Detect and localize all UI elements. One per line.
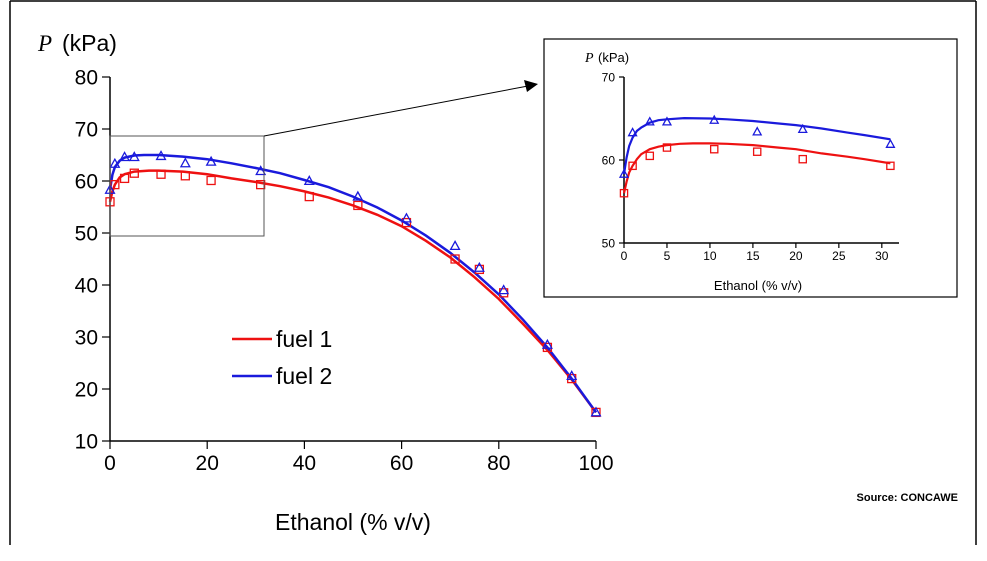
inset-tick-labels: 50 60 70 0 5 10 15 20 25 30 bbox=[602, 70, 889, 263]
main-marker-series-2 bbox=[449, 240, 461, 251]
inset-markers bbox=[618, 114, 896, 198]
inset-y-tick-label: 70 bbox=[602, 70, 616, 84]
inset-x-tick-label: 25 bbox=[832, 249, 846, 263]
main-marker-series-1 bbox=[353, 200, 363, 211]
main-marker-series-1 bbox=[401, 217, 412, 228]
inset-x-tick-label: 0 bbox=[621, 249, 628, 263]
main-marker-series-2 bbox=[303, 175, 315, 186]
main-marker-series-1 bbox=[206, 175, 216, 186]
inset-marker-series-1 bbox=[886, 161, 895, 171]
main-x-tick-label: 20 bbox=[196, 452, 219, 475]
main-marker-series-2 bbox=[590, 406, 602, 417]
zoom-arrow-head bbox=[524, 80, 538, 92]
inset-fit-curves bbox=[622, 116, 891, 194]
main-marker-series-2 bbox=[119, 151, 131, 162]
main-x-tick-label: 40 bbox=[293, 452, 316, 475]
inset-y-tick-label: 60 bbox=[602, 153, 616, 167]
inset-marker-series-2 bbox=[661, 116, 673, 126]
main-marker-series-2 bbox=[155, 150, 167, 161]
inset-x-tick-label: 15 bbox=[746, 249, 760, 263]
inset-marker-series-2 bbox=[709, 114, 720, 124]
main-marker-series-2 bbox=[541, 338, 553, 349]
main-marker-series-1 bbox=[180, 171, 190, 181]
zoom-arrow-line bbox=[263, 85, 529, 137]
inset-marker-series-2 bbox=[618, 168, 630, 178]
inset-marker-series-1 bbox=[628, 161, 637, 171]
main-marker-series-2 bbox=[109, 157, 121, 168]
main-ylabel-symbol: P bbox=[37, 31, 52, 56]
main-marker-series-2 bbox=[352, 190, 364, 201]
inset-x-tick-label: 30 bbox=[875, 249, 889, 263]
inset-marker-series-1 bbox=[662, 143, 672, 152]
main-marker-series-2 bbox=[473, 261, 485, 272]
legend: fuel 1 fuel 2 bbox=[232, 326, 332, 389]
main-curve-series-2 bbox=[108, 153, 598, 414]
inset-xlabel: Ethanol (% v/v) bbox=[714, 278, 802, 293]
inset-ylabel-unit: (kPa) bbox=[598, 50, 629, 65]
legend-label-fuel-2: fuel 2 bbox=[276, 363, 332, 389]
main-marker-series-1 bbox=[450, 254, 460, 264]
main-chart: P (kPa) 10 20 30 40 50 60 70 80 0 20 40 60 80 100 Eth… bbox=[37, 30, 614, 535]
inset-x-tick-label: 20 bbox=[789, 249, 803, 263]
main-y-tick-label: 20 bbox=[75, 379, 98, 402]
inset-x-tick-label: 10 bbox=[703, 249, 717, 263]
zoom-region-box bbox=[109, 135, 265, 237]
main-marker-series-2 bbox=[179, 157, 191, 168]
inset-chart: P (kPa) 50 60 70 0 5 10 15 20 25 30 Ethanol (% v/… bbox=[543, 38, 958, 298]
main-x-tick-label: 100 bbox=[578, 452, 613, 475]
main-y-tick-label: 10 bbox=[75, 431, 98, 454]
main-y-tick-label: 40 bbox=[75, 275, 98, 298]
main-ylabel-unit: (kPa) bbox=[62, 30, 117, 56]
main-y-tick-label: 80 bbox=[75, 67, 98, 90]
main-y-tick-label: 70 bbox=[75, 119, 98, 142]
main-marker-series-1 bbox=[110, 179, 120, 190]
main-x-tick-label: 80 bbox=[487, 452, 510, 475]
main-marker-series-1 bbox=[119, 173, 130, 184]
inset-marker-series-2 bbox=[797, 123, 808, 134]
main-x-tick-label: 0 bbox=[104, 452, 116, 475]
main-marker-series-1 bbox=[129, 168, 139, 178]
main-marker-series-1 bbox=[156, 169, 166, 179]
main-marker-series-2 bbox=[566, 370, 578, 381]
inset-marker-series-1 bbox=[645, 151, 655, 161]
main-y-tick-label: 60 bbox=[75, 171, 98, 194]
main-axes bbox=[102, 76, 597, 449]
inset-marker-series-2 bbox=[885, 138, 896, 148]
inset-ylabel-symbol: P bbox=[584, 51, 594, 66]
inset-frame bbox=[543, 38, 958, 298]
legend-label-fuel-1: fuel 1 bbox=[276, 326, 332, 352]
main-curve-series-1 bbox=[108, 169, 598, 414]
main-marker-series-2 bbox=[255, 165, 267, 176]
inset-marker-series-1 bbox=[798, 154, 808, 164]
inset-marker-series-2 bbox=[627, 127, 638, 137]
inset-curve-series-1 bbox=[622, 142, 891, 194]
main-marker-series-2 bbox=[205, 155, 217, 166]
source-note: Source: CONCAWE bbox=[857, 492, 958, 504]
main-marker-series-2 bbox=[498, 284, 510, 295]
main-tick-labels: 10 20 30 40 50 60 70 80 0 20 40 60 80 100 bbox=[75, 67, 614, 475]
main-marker-series-2 bbox=[128, 151, 140, 162]
inset-marker-series-2 bbox=[644, 116, 655, 126]
main-y-tick-label: 50 bbox=[75, 223, 98, 246]
inset-marker-series-2 bbox=[752, 126, 763, 136]
inset-y-tick-label: 50 bbox=[602, 236, 616, 250]
main-fit-curves bbox=[108, 153, 598, 414]
main-markers bbox=[104, 150, 602, 418]
main-x-tick-label: 60 bbox=[390, 452, 413, 475]
main-marker-series-1 bbox=[304, 191, 314, 202]
inset-marker-series-1 bbox=[619, 188, 629, 198]
inset-curve-series-2 bbox=[622, 116, 891, 175]
main-marker-series-1 bbox=[256, 179, 266, 190]
inset-axes bbox=[619, 76, 899, 248]
inset-x-tick-label: 5 bbox=[664, 249, 671, 263]
inset-marker-series-1 bbox=[709, 144, 719, 154]
main-xlabel: Ethanol (% v/v) bbox=[275, 509, 431, 535]
main-y-tick-label: 30 bbox=[75, 327, 98, 350]
main-marker-series-2 bbox=[400, 212, 412, 223]
inset-marker-series-1 bbox=[752, 147, 762, 156]
